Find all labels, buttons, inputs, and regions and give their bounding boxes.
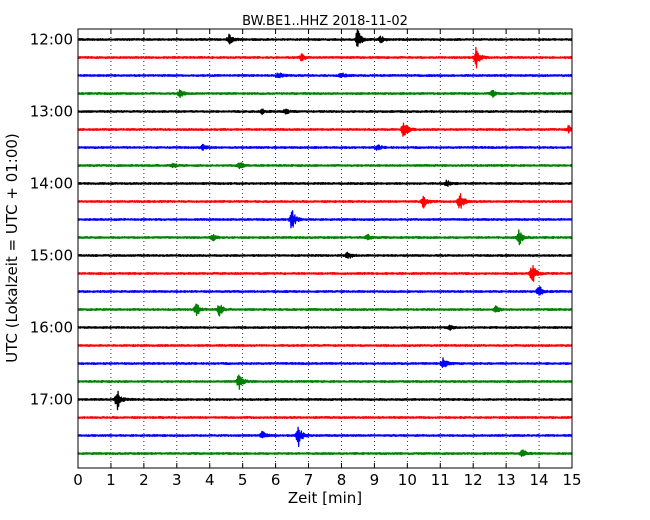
x-tick-label: 3: [172, 471, 182, 489]
trace-line: [77, 29, 573, 47]
trace-line: [77, 179, 573, 187]
x-tick-label: 8: [337, 471, 347, 489]
vertical-grid: [110, 29, 540, 468]
trace-line: [77, 324, 573, 331]
y-axis-label: UTC (Lokalzeit = UTC + 01:00): [3, 133, 21, 363]
chart-title: BW.BE1..HHZ 2018-11-02: [242, 14, 408, 29]
trace-line: [77, 390, 573, 411]
trace-line: [77, 108, 573, 115]
x-tick-label: 6: [271, 471, 281, 489]
trace-line: [77, 286, 573, 296]
x-tick-label: 11: [431, 471, 450, 489]
x-tick-label: 1: [106, 471, 116, 489]
trace-line: [77, 426, 573, 447]
trace-line: [77, 303, 573, 317]
trace-line: [77, 143, 573, 151]
trace-line: [77, 229, 573, 246]
y-tick-label: 17:00: [30, 391, 73, 409]
x-tick-label: 5: [238, 471, 248, 489]
y-axis-ticks: 12:00 13:00 14:00 15:00 16:00 17:00: [30, 31, 572, 409]
y-tick-label: 16:00: [30, 319, 73, 337]
trace-line: [77, 162, 573, 170]
trace-line: [77, 343, 573, 348]
x-axis-ticks: 0 1 2 3 4 5 6 7 8 9 10 11 12 13 14 15: [73, 29, 582, 489]
trace-line: [77, 122, 573, 137]
y-tick-label: 12:00: [30, 31, 73, 49]
plot-frame: [77, 28, 573, 469]
x-tick-label: 10: [398, 471, 417, 489]
trace-line: [77, 46, 573, 69]
trace-line: [77, 193, 573, 209]
trace-line: [77, 415, 573, 420]
x-axis-label: Zeit [min]: [288, 489, 362, 507]
x-tick-label: 15: [562, 471, 581, 489]
x-tick-label: 7: [304, 471, 314, 489]
trace-line: [77, 89, 573, 99]
trace-line: [77, 72, 573, 79]
trace-line: [77, 374, 573, 390]
x-tick-label: 14: [530, 471, 549, 489]
x-tick-label: 4: [205, 471, 215, 489]
x-tick-label: 0: [73, 471, 83, 489]
x-tick-label: 2: [139, 471, 149, 489]
y-tick-label: 13:00: [30, 103, 73, 121]
x-tick-label: 13: [497, 471, 516, 489]
trace-layer: [77, 29, 573, 458]
trace-line: [77, 265, 573, 282]
trace-line: [77, 357, 573, 368]
y-tick-label: 15:00: [30, 247, 73, 265]
x-tick-label: 12: [464, 471, 483, 489]
trace-line: [77, 449, 573, 458]
trace-line: [77, 210, 573, 229]
trace-line: [77, 251, 573, 259]
x-tick-label: 9: [370, 471, 380, 489]
y-tick-label: 14:00: [30, 175, 73, 193]
